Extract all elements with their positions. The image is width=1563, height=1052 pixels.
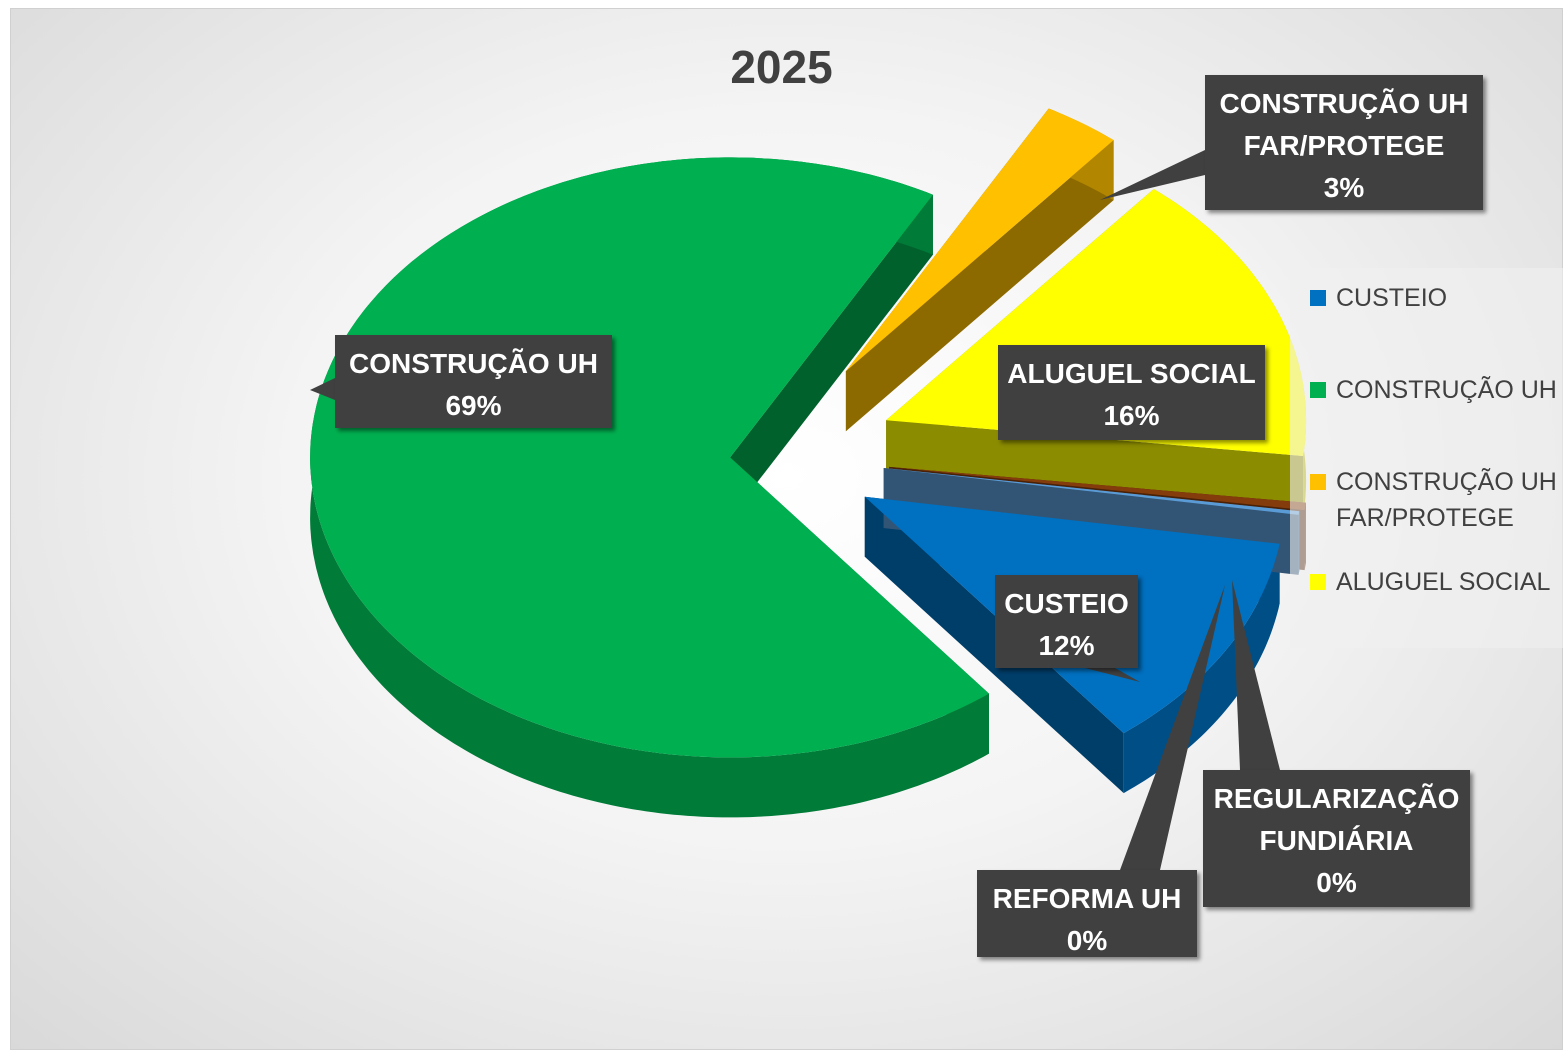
legend-label: CONSTRUÇÃO UH	[1336, 376, 1557, 404]
slice-wall	[730, 194, 933, 518]
data-label: CONSTRUÇÃO UH FAR/PROTEGE 3%	[1205, 75, 1483, 210]
legend-label: ALUGUEL SOCIAL	[1336, 568, 1551, 596]
slice-side	[1123, 543, 1280, 794]
legend-swatch	[1310, 382, 1326, 398]
legend-label: CUSTEIO	[1336, 284, 1448, 312]
label-category: ALUGUEL SOCIAL	[1007, 358, 1256, 389]
slice-wall	[845, 140, 1114, 432]
slice	[883, 468, 1300, 515]
legend-swatch	[1310, 290, 1326, 306]
slice	[310, 157, 990, 758]
data-label: CONSTRUÇÃO UH 69%	[335, 335, 612, 428]
callout-pointer	[1232, 580, 1280, 770]
callout-pointer	[1100, 150, 1205, 200]
legend-swatch	[1310, 574, 1326, 590]
legend: CUSTEIO CONSTRUÇÃO UH CONSTRUÇÃO UH FAR/PR…	[1290, 268, 1563, 648]
slice-wall	[864, 496, 1124, 794]
label-value: 0%	[1316, 867, 1357, 898]
chart-title: 2025	[730, 41, 833, 93]
label-category: CONSTRUÇÃO UH FAR/PROTEGE	[1219, 88, 1469, 161]
label-value: 0%	[1066, 925, 1108, 956]
label-value: 16%	[1103, 400, 1160, 431]
label-category: CUSTEIO	[1004, 588, 1129, 619]
label-category: REGULARIZAÇÃO FUNDIÁRIA	[1213, 783, 1460, 856]
data-label: REFORMA UH 0%	[977, 870, 1197, 957]
label-value: 3%	[1323, 172, 1365, 203]
callout-pointer	[1120, 585, 1225, 870]
legend-label: CONSTRUÇÃO UH FAR/PROTEGE	[1336, 468, 1557, 533]
legend-entry: CONSTRUÇÃO UH FAR/PROTEGE	[1310, 464, 1563, 537]
data-label: CUSTEIO 12%	[995, 575, 1138, 668]
label-value: 69%	[445, 390, 502, 421]
legend-swatch	[1310, 474, 1326, 490]
legend-entry: ALUGUEL SOCIAL	[1310, 564, 1563, 600]
callout-pointer	[310, 378, 335, 400]
legend-entry: CUSTEIO	[1310, 280, 1563, 316]
label-category: REFORMA UH	[992, 883, 1182, 914]
data-label: REGULARIZAÇÃO FUNDIÁRIA 0%	[1203, 770, 1470, 907]
label-category: CONSTRUÇÃO UH	[349, 348, 598, 379]
slice-wall	[886, 420, 1304, 516]
label-value: 12%	[1038, 630, 1095, 661]
slice	[889, 466, 1306, 511]
slice-side	[310, 157, 990, 818]
slice	[845, 108, 1114, 372]
legend-entry: CONSTRUÇÃO UH	[1310, 372, 1563, 408]
callout-pointer	[1085, 668, 1140, 682]
data-label: ALUGUEL SOCIAL 16%	[998, 345, 1265, 440]
slices-top	[310, 108, 1307, 758]
